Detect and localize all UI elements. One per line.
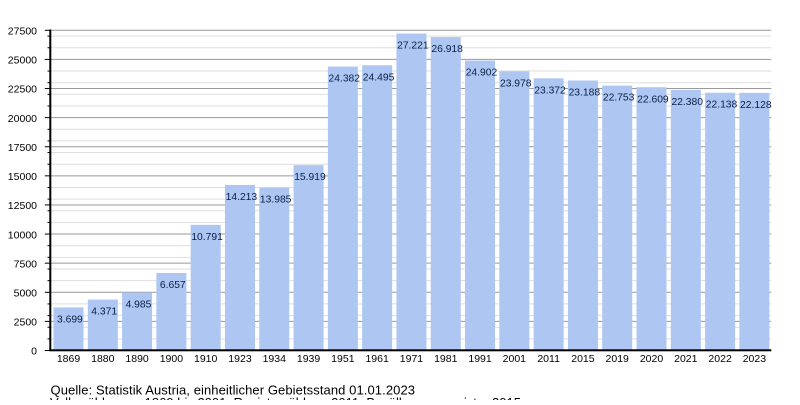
svg-text:22.128: 22.128 (740, 100, 772, 111)
svg-text:22.138: 22.138 (706, 100, 738, 111)
svg-text:2021: 2021 (674, 353, 698, 365)
svg-text:22.380: 22.380 (671, 97, 703, 108)
svg-text:2020: 2020 (640, 353, 664, 365)
svg-text:1991: 1991 (468, 353, 492, 365)
svg-text:2001: 2001 (503, 353, 527, 365)
svg-text:Volkszählungen 1869 bis 2001,: Volkszählungen 1869 bis 2001, Registerzä… (50, 395, 521, 400)
svg-text:6.657: 6.657 (160, 280, 186, 291)
svg-text:15000: 15000 (8, 171, 37, 183)
svg-text:2023: 2023 (743, 353, 767, 365)
svg-text:5000: 5000 (14, 287, 38, 299)
svg-text:22.753: 22.753 (603, 93, 635, 104)
svg-text:4.985: 4.985 (126, 299, 152, 310)
svg-text:20000: 20000 (8, 113, 37, 125)
svg-text:1923: 1923 (228, 353, 252, 365)
svg-text:24.495: 24.495 (363, 72, 395, 83)
svg-text:1951: 1951 (331, 353, 355, 365)
svg-text:14.213: 14.213 (226, 192, 258, 203)
svg-text:7500: 7500 (14, 258, 38, 270)
svg-text:1934: 1934 (263, 353, 287, 365)
svg-text:1971: 1971 (400, 353, 424, 365)
svg-text:27.221: 27.221 (397, 41, 429, 52)
svg-text:1939: 1939 (297, 353, 321, 365)
svg-text:23.372: 23.372 (534, 85, 566, 96)
svg-text:2011: 2011 (537, 353, 560, 365)
svg-text:1900: 1900 (160, 353, 184, 365)
svg-text:1869: 1869 (57, 353, 81, 365)
svg-text:23.188: 23.188 (569, 88, 601, 99)
svg-text:1961: 1961 (365, 353, 389, 365)
svg-text:2019: 2019 (606, 353, 630, 365)
svg-text:12500: 12500 (8, 200, 37, 212)
svg-text:17500: 17500 (8, 142, 37, 154)
svg-text:2500: 2500 (14, 317, 38, 329)
svg-text:24.902: 24.902 (466, 68, 498, 79)
svg-text:23.978: 23.978 (500, 78, 532, 89)
svg-text:1910: 1910 (194, 353, 218, 365)
svg-text:1880: 1880 (91, 353, 115, 365)
svg-text:Quelle: Statistik Austria, ein: Quelle: Statistik Austria, einheitlicher… (51, 383, 416, 398)
svg-text:1890: 1890 (125, 353, 149, 365)
svg-text:22500: 22500 (8, 84, 37, 96)
svg-text:4.371: 4.371 (91, 307, 117, 318)
svg-text:25000: 25000 (8, 55, 37, 67)
svg-text:2015: 2015 (571, 353, 595, 365)
svg-text:22.609: 22.609 (637, 94, 669, 105)
svg-text:27500: 27500 (8, 26, 37, 38)
svg-text:3.699: 3.699 (57, 314, 83, 325)
svg-text:10.791: 10.791 (191, 232, 223, 243)
svg-text:15.919: 15.919 (294, 172, 326, 183)
svg-text:0: 0 (31, 346, 37, 358)
svg-text:26.918: 26.918 (431, 44, 463, 55)
svg-text:24.382: 24.382 (329, 74, 361, 85)
svg-text:10000: 10000 (8, 229, 37, 241)
svg-text:13.985: 13.985 (260, 195, 292, 206)
svg-text:2022: 2022 (708, 353, 732, 365)
svg-text:1981: 1981 (434, 353, 458, 365)
